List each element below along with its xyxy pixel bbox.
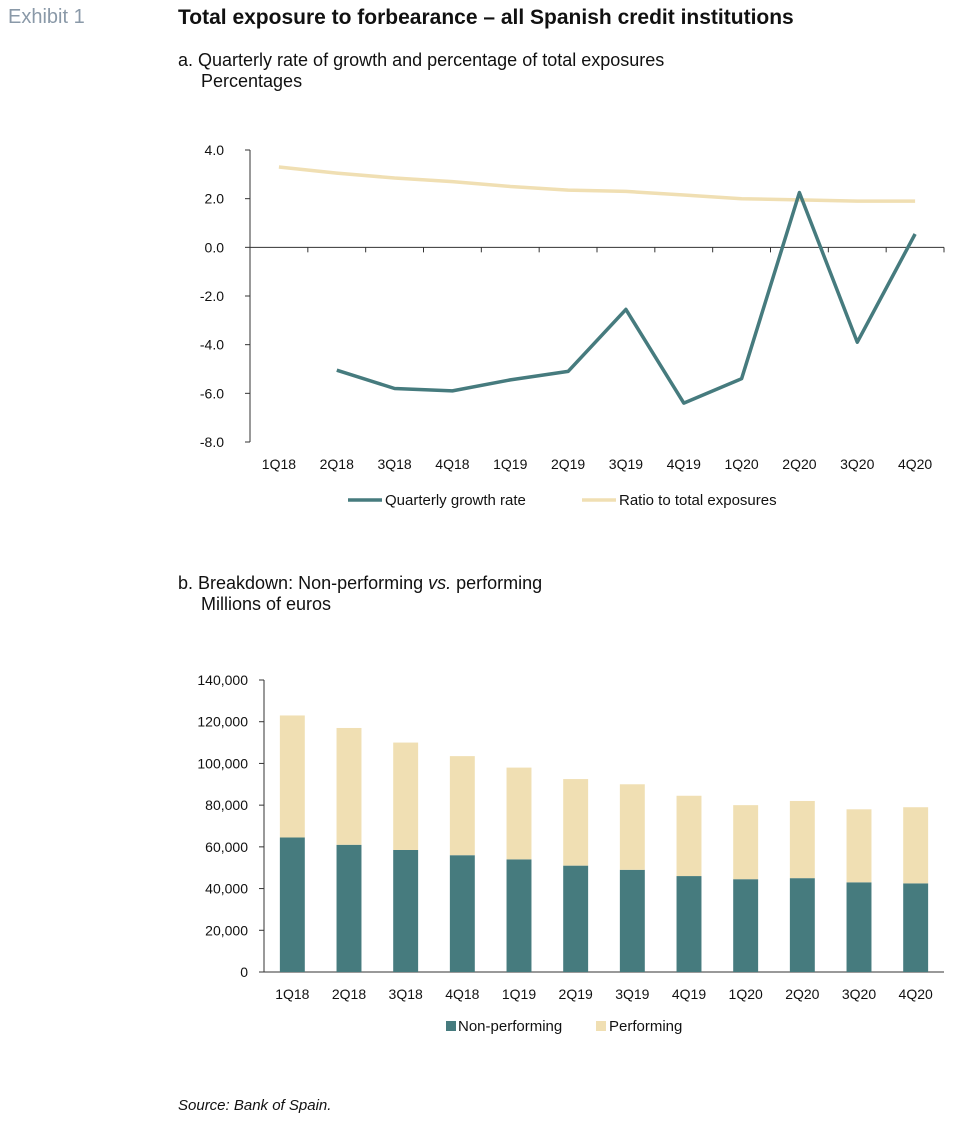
chart-b-unit: Millions of euros: [201, 594, 332, 614]
y-tick-label: 0.0: [205, 239, 225, 255]
bar-non-performing: [676, 876, 702, 972]
x-tick-label: 4Q20: [899, 986, 933, 1002]
bar-performing: [506, 767, 532, 860]
bar-performing: [789, 800, 815, 879]
y-tick-label: -2.0: [200, 288, 224, 304]
x-tick-label: 1Q19: [493, 456, 527, 472]
bar-performing: [619, 784, 645, 870]
chart-a-subtitle-text: a. Quarterly rate of growth and percenta…: [178, 50, 665, 70]
x-tick-label: 1Q19: [502, 986, 536, 1002]
x-tick-label: 4Q19: [667, 456, 701, 472]
y-tick-label: 140,000: [197, 672, 248, 688]
y-tick-label: -8.0: [200, 434, 224, 450]
legend-label-performing: Performing: [609, 1018, 682, 1035]
bar-performing: [336, 727, 362, 845]
bar-performing: [676, 795, 702, 877]
chart-b-subtitle-prefix: b. Breakdown: Non-performing: [178, 573, 429, 593]
x-tick-label: 3Q18: [377, 456, 411, 472]
bar-non-performing: [903, 883, 929, 972]
y-tick-label: -6.0: [200, 385, 224, 401]
x-tick-label: 4Q18: [435, 456, 469, 472]
chart-b-subtitle-suffix: performing: [451, 573, 543, 593]
x-tick-label: 1Q20: [729, 986, 763, 1002]
x-tick-label: 3Q19: [615, 986, 649, 1002]
bar-non-performing: [619, 869, 645, 972]
y-tick-label: 120,000: [197, 714, 248, 730]
legend-swatch-non-performing: [446, 1021, 456, 1031]
y-tick-label: 60,000: [205, 839, 248, 855]
x-tick-label: 1Q18: [275, 986, 309, 1002]
chart-b-subtitle-italic: vs.: [428, 573, 452, 593]
x-tick-label: 4Q18: [445, 986, 479, 1002]
exhibit-label: Exhibit 1: [8, 6, 85, 28]
stacked-bar-chart: 140,000 120,000 100,000 80,000 60,000 40,000 2…: [197, 672, 944, 1035]
x-tick-label: 3Q20: [842, 986, 876, 1002]
bar-non-performing: [733, 879, 759, 972]
bar-non-performing: [393, 849, 419, 972]
x-tick-label: 2Q19: [559, 986, 593, 1002]
y-tick-label: 4.0: [205, 142, 225, 158]
chart-a-subtitle: a. Quarterly rate of growth and percenta…: [178, 50, 664, 92]
y-tick-label: 0: [240, 964, 248, 980]
y-tick-label: -4.0: [200, 337, 224, 353]
series-line-ratio: [278, 165, 916, 203]
bar-non-performing: [279, 837, 305, 972]
bar-non-performing: [449, 855, 475, 972]
bar-performing: [733, 805, 759, 880]
y-tick-label: 20,000: [205, 922, 248, 938]
legend-swatch-performing: [596, 1021, 606, 1031]
bar-performing: [393, 742, 419, 850]
bar-performing: [449, 756, 475, 856]
x-tick-label: 4Q20: [898, 456, 932, 472]
line-chart: 4.0 2.0 0.0 -2.0 -4.0 -6.0 -8.0 1Q18 2Q18 3Q18 4Q1…: [200, 142, 945, 509]
bar-non-performing: [563, 865, 589, 972]
figure-title: Total exposure to forbearance – all Span…: [178, 6, 794, 29]
x-tick-label: 4Q19: [672, 986, 706, 1002]
bar-non-performing: [336, 844, 362, 972]
chart-b-subtitle: b. Breakdown: Non-performing vs. perform…: [178, 573, 542, 615]
source-note: Source: Bank of Spain.: [178, 1097, 332, 1114]
y-tick-label: 40,000: [205, 881, 248, 897]
bar-performing: [846, 809, 872, 883]
series-line-growth-rate: [336, 190, 917, 405]
chart-b-subtitle-text: b. Breakdown: Non-performing vs. perform…: [178, 573, 542, 593]
bar-performing: [903, 807, 929, 884]
y-tick-label: 2.0: [205, 191, 225, 207]
bar-non-performing: [789, 878, 815, 972]
chart-a-unit: Percentages: [201, 71, 303, 91]
x-tick-label: 2Q18: [320, 456, 354, 472]
bar-non-performing: [846, 882, 872, 972]
x-tick-label: 1Q18: [262, 456, 296, 472]
x-tick-label: 2Q20: [782, 456, 816, 472]
bar-performing: [563, 779, 589, 866]
legend-label-non-performing: Non-performing: [458, 1018, 562, 1035]
x-tick-label: 3Q20: [840, 456, 874, 472]
bar-performing: [279, 715, 305, 838]
bar-non-performing: [506, 859, 532, 972]
x-tick-label: 3Q19: [609, 456, 643, 472]
y-tick-label: 100,000: [197, 755, 248, 771]
legend-label-ratio: Ratio to total exposures: [619, 492, 777, 509]
x-tick-label: 2Q20: [785, 986, 819, 1002]
x-tick-label: 2Q19: [551, 456, 585, 472]
y-tick-label: 80,000: [205, 797, 248, 813]
x-tick-label: 1Q20: [724, 456, 758, 472]
x-tick-label: 2Q18: [332, 986, 366, 1002]
legend-label-growth-rate: Quarterly growth rate: [385, 492, 526, 509]
x-tick-label: 3Q18: [389, 986, 423, 1002]
